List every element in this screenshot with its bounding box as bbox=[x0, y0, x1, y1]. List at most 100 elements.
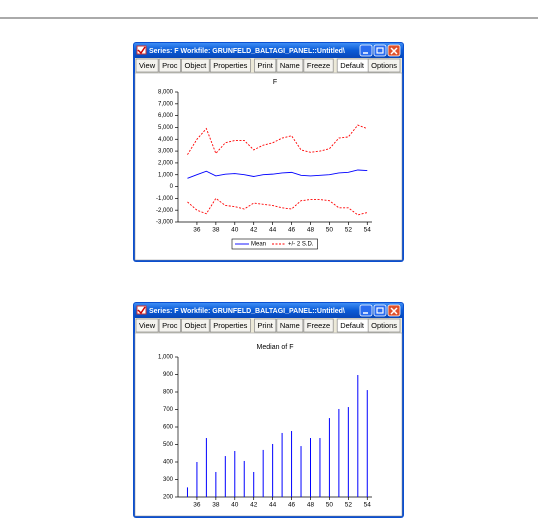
x-tick-label: 54 bbox=[364, 227, 372, 234]
y-tick-label: 2,000 bbox=[158, 160, 174, 166]
toolbar-button[interactable] bbox=[135, 318, 159, 333]
window: Series: F Workfile: GRUNFELD_BALTAGI_PAN… bbox=[133, 42, 404, 262]
toolbar-button[interactable] bbox=[209, 318, 251, 333]
x-tick-label: 44 bbox=[269, 227, 277, 234]
toolbar-button-label: Object bbox=[185, 61, 208, 70]
toolbar-button[interactable] bbox=[254, 58, 277, 73]
x-tick-label: 42 bbox=[250, 502, 258, 509]
toolbar-button[interactable] bbox=[254, 318, 277, 333]
y-tick-label: 0 bbox=[170, 184, 174, 190]
toolbar-button[interactable] bbox=[135, 58, 159, 73]
legend-label: Mean bbox=[251, 242, 266, 248]
maximize-button[interactable] bbox=[373, 44, 387, 57]
x-tick-label: 50 bbox=[326, 502, 334, 509]
toolbar-buttons: View Proc Object Properties Print Name Freeze D… bbox=[135, 58, 401, 73]
chart-title: F bbox=[273, 79, 277, 86]
chart: Median of F 200 300 400 500 600 700 800 900 1,000… bbox=[158, 344, 372, 509]
dropdown-label: Default bbox=[340, 321, 365, 330]
toolbar-button[interactable] bbox=[303, 318, 334, 333]
x-tick-label: 40 bbox=[231, 502, 239, 509]
toolbar-button-label: Freeze bbox=[307, 321, 330, 330]
close-glyph bbox=[390, 47, 398, 55]
x-tick-label: 50 bbox=[326, 227, 334, 234]
y-tick-label: 800 bbox=[163, 390, 174, 396]
toolbar-button[interactable] bbox=[209, 58, 251, 73]
x-tick-label: 38 bbox=[212, 227, 220, 234]
x-tick-label: 36 bbox=[193, 227, 201, 234]
y-tick-label: -1,000 bbox=[156, 196, 174, 202]
band-upper bbox=[187, 124, 368, 155]
window-title: Series: F Workfile: GRUNFELD_BALTAGI_PAN… bbox=[149, 48, 345, 55]
title-bar bbox=[134, 303, 403, 318]
chart: F -3,000 -2,000 -1,000 0 1,000 2,000 3,000 4,000… bbox=[156, 79, 372, 250]
x-tick-label: 46 bbox=[288, 502, 296, 509]
y-tick-label: 1,000 bbox=[158, 355, 174, 361]
window: Series: F Workfile: GRUNFELD_BALTAGI_PAN… bbox=[133, 302, 404, 518]
window-icon bbox=[136, 305, 147, 315]
x-tick-label: 52 bbox=[345, 502, 353, 509]
x-tick-label: 40 bbox=[231, 227, 239, 234]
legend-box bbox=[231, 238, 318, 250]
toolbar-button[interactable] bbox=[158, 318, 181, 333]
y-tick-label: 500 bbox=[163, 442, 174, 448]
options-button[interactable] bbox=[367, 318, 401, 333]
y-tick-label: 900 bbox=[163, 372, 174, 378]
title-bar bbox=[134, 43, 403, 58]
toolbar-button-label: Print bbox=[257, 321, 273, 330]
minimize-button[interactable] bbox=[359, 44, 373, 57]
x-tick-label: 36 bbox=[193, 502, 201, 509]
options-button[interactable] bbox=[367, 58, 401, 73]
toolbar-button[interactable] bbox=[181, 318, 210, 333]
x-tick-label: 52 bbox=[345, 227, 353, 234]
toolbar-button-label: View bbox=[139, 321, 156, 330]
options-label: Options bbox=[371, 321, 397, 330]
y-tick-label: 8,000 bbox=[158, 90, 174, 96]
toolbar-button-label: Print bbox=[257, 61, 273, 70]
y-tick-label: 600 bbox=[163, 425, 174, 431]
chart-title: Median of F bbox=[257, 344, 294, 351]
legend: Mean +/- 2 S.D. bbox=[231, 238, 318, 250]
minimize-button[interactable] bbox=[359, 304, 373, 317]
options-label: Options bbox=[371, 61, 397, 70]
toolbar-button[interactable] bbox=[158, 58, 181, 73]
x-tick-label: 42 bbox=[250, 227, 258, 234]
toolbar-button[interactable] bbox=[276, 318, 304, 333]
y-tick-label: 300 bbox=[163, 477, 174, 483]
y-tick-label: 7,000 bbox=[158, 101, 174, 107]
x-tick-label: 48 bbox=[307, 502, 315, 509]
x-tick-label: 48 bbox=[307, 227, 315, 234]
toolbar-button[interactable] bbox=[276, 58, 304, 73]
client-area bbox=[134, 332, 403, 517]
x-tick-label: 46 bbox=[288, 227, 296, 234]
toolbar-button[interactable] bbox=[181, 58, 210, 73]
maximize-button[interactable] bbox=[373, 304, 387, 317]
y-tick-label: -2,000 bbox=[156, 208, 174, 214]
client-area bbox=[134, 72, 403, 261]
x-tick-label: 38 bbox=[212, 502, 220, 509]
legend-label: +/- 2 S.D. bbox=[288, 242, 314, 248]
close-glyph bbox=[390, 307, 398, 315]
x-tick-label: 44 bbox=[269, 502, 277, 509]
maximize-glyph bbox=[376, 47, 384, 54]
window-icon-check bbox=[137, 306, 146, 315]
series-line bbox=[187, 169, 368, 179]
window-icon-check bbox=[137, 46, 146, 55]
toolbar-button-label: Properties bbox=[213, 61, 247, 70]
y-tick-label: 3,000 bbox=[158, 149, 174, 155]
window-icon bbox=[136, 45, 147, 55]
dropdown-label: Default bbox=[340, 61, 365, 70]
y-tick-label: 200 bbox=[163, 495, 174, 501]
toolbar-button-label: Properties bbox=[213, 321, 247, 330]
toolbar-button-label: Name bbox=[280, 321, 300, 330]
toolbar-buttons: View Proc Object Properties Print Name Freeze D… bbox=[135, 318, 401, 333]
toolbar-button[interactable] bbox=[303, 58, 334, 73]
maximize-glyph bbox=[376, 307, 384, 314]
y-tick-label: 4,000 bbox=[158, 137, 174, 143]
y-tick-label: 400 bbox=[163, 460, 174, 466]
toolbar-button-label: Proc bbox=[162, 61, 178, 70]
y-tick-label: 5,000 bbox=[158, 125, 174, 131]
y-tick-label: 700 bbox=[163, 407, 174, 413]
x-tick-label: 54 bbox=[364, 502, 372, 509]
toolbar-button-label: Object bbox=[185, 321, 208, 330]
toolbar-button-label: Freeze bbox=[307, 61, 330, 70]
